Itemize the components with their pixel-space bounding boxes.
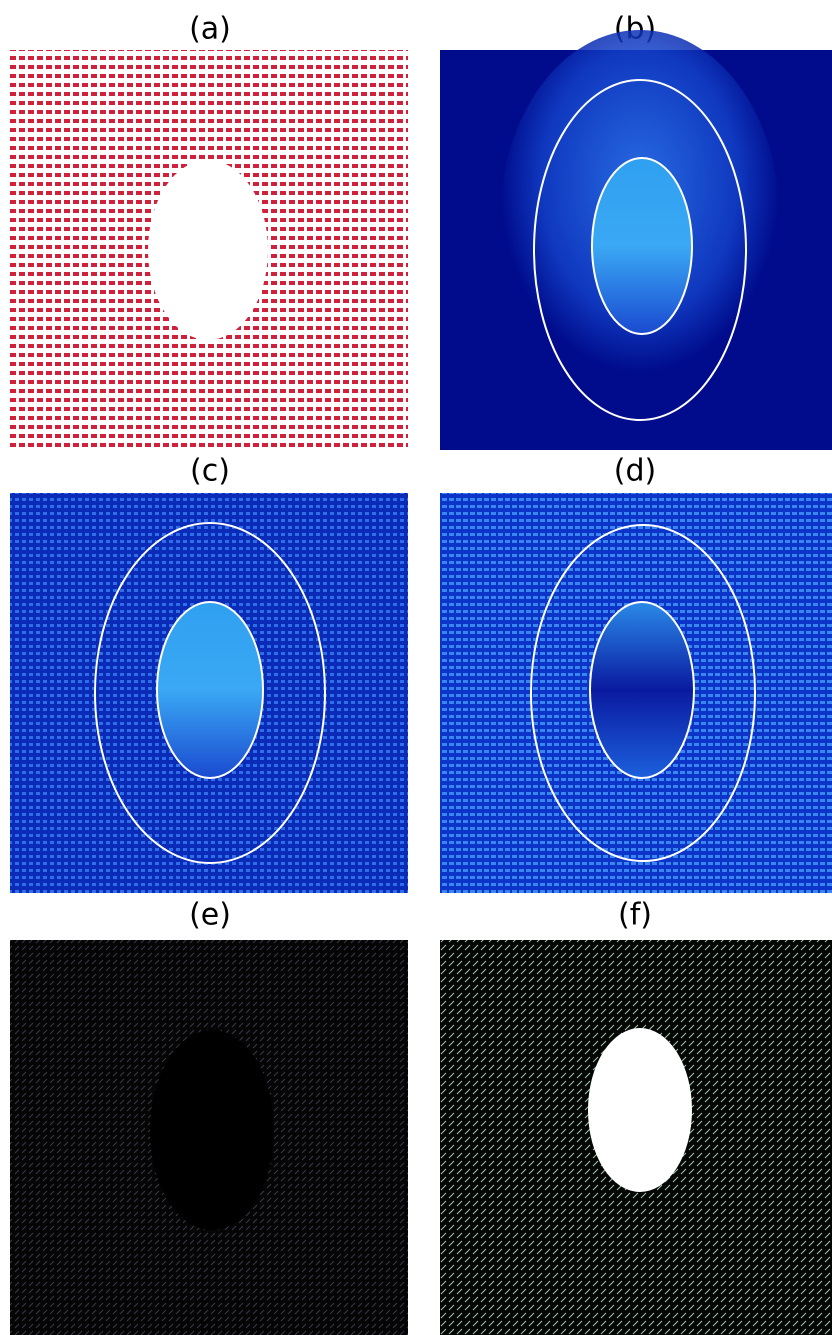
panel-c (10, 493, 408, 893)
outer-ellipse (94, 522, 326, 864)
panel-label: (f) (618, 898, 652, 933)
panel-label: (c) (190, 454, 230, 489)
cloak-region (588, 1028, 692, 1192)
outer-ellipse (530, 524, 756, 862)
inner-ellipse (156, 601, 264, 779)
panel-b (440, 30, 832, 450)
panel-e (10, 940, 408, 1335)
panel-d (440, 493, 832, 893)
panel-label: (d) (614, 454, 656, 489)
cloak-region (150, 1030, 274, 1230)
panel-label: (a) (189, 12, 231, 47)
inner-ellipse (589, 601, 695, 779)
panel-f (440, 940, 832, 1335)
panel-label: (e) (189, 898, 231, 933)
panel-a (10, 50, 408, 450)
inner-ellipse (591, 157, 693, 335)
outer-ellipse (533, 79, 747, 421)
cloak-region (148, 160, 268, 340)
